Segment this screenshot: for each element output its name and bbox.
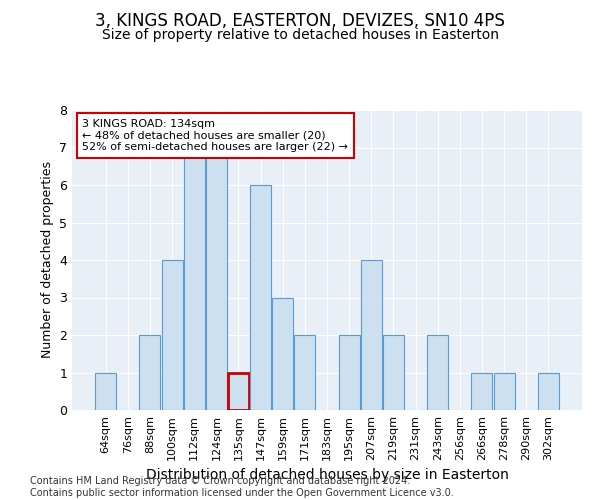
Text: Contains HM Land Registry data © Crown copyright and database right 2024.
Contai: Contains HM Land Registry data © Crown c… bbox=[30, 476, 454, 498]
Y-axis label: Number of detached properties: Number of detached properties bbox=[41, 162, 53, 358]
Bar bbox=[295, 335, 316, 410]
Text: 3, KINGS ROAD, EASTERTON, DEVIZES, SN10 4PS: 3, KINGS ROAD, EASTERTON, DEVIZES, SN10 … bbox=[95, 12, 505, 30]
Bar bbox=[184, 148, 205, 410]
Bar bbox=[494, 372, 515, 410]
Bar bbox=[139, 335, 160, 410]
Bar bbox=[538, 372, 559, 410]
Bar bbox=[272, 298, 293, 410]
Bar bbox=[383, 335, 404, 410]
Bar bbox=[361, 260, 382, 410]
Bar bbox=[161, 260, 182, 410]
Bar bbox=[206, 148, 227, 410]
Bar bbox=[250, 185, 271, 410]
Bar bbox=[228, 372, 249, 410]
Bar bbox=[427, 335, 448, 410]
Bar bbox=[338, 335, 359, 410]
Bar bbox=[95, 372, 116, 410]
X-axis label: Distribution of detached houses by size in Easterton: Distribution of detached houses by size … bbox=[146, 468, 508, 482]
Text: Size of property relative to detached houses in Easterton: Size of property relative to detached ho… bbox=[101, 28, 499, 42]
Text: 3 KINGS ROAD: 134sqm
← 48% of detached houses are smaller (20)
52% of semi-detac: 3 KINGS ROAD: 134sqm ← 48% of detached h… bbox=[82, 119, 348, 152]
Bar bbox=[472, 372, 493, 410]
